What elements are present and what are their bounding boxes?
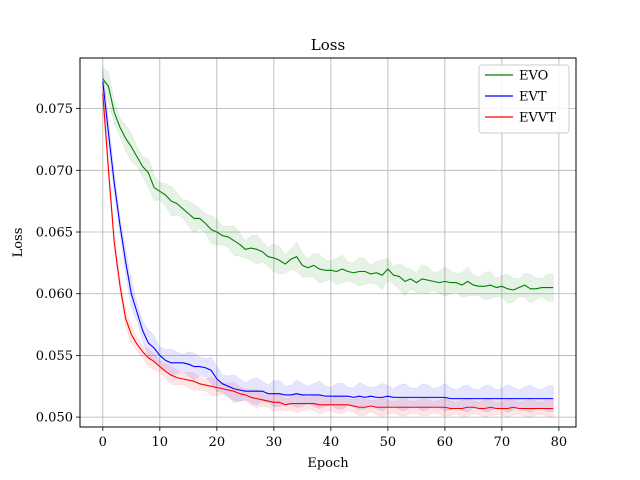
legend-label-evvt: EVVT bbox=[519, 111, 556, 126]
x-tick-label: 60 bbox=[437, 435, 454, 450]
legend: EVO EVT EVVT bbox=[478, 64, 570, 134]
legend-label-evt: EVT bbox=[519, 90, 547, 105]
x-tick-label: 70 bbox=[494, 435, 511, 450]
y-tick-label: 0.055 bbox=[36, 349, 73, 364]
x-tick-label: 10 bbox=[152, 435, 169, 450]
series-line-evo bbox=[102, 78, 554, 291]
x-tick-label: 0 bbox=[99, 435, 107, 450]
y-tick-label: 0.050 bbox=[36, 411, 73, 426]
x-tick-label: 50 bbox=[380, 435, 397, 450]
plot-frame bbox=[79, 57, 577, 428]
y-tick-label: 0.065 bbox=[36, 226, 73, 241]
grid bbox=[80, 58, 576, 427]
series-lines bbox=[102, 78, 554, 410]
axis-ticks: 0 10 20 30 40 50 60 70 80 0.050 0.055 0.060 0.065 0.0… bbox=[36, 102, 567, 450]
series-band-evvt bbox=[102, 86, 554, 418]
x-tick-label: 30 bbox=[266, 435, 283, 450]
series-band-evo bbox=[102, 66, 554, 304]
series-line-evvt bbox=[102, 93, 554, 410]
legend-label-evo: EVO bbox=[519, 69, 548, 84]
y-tick-label: 0.070 bbox=[36, 164, 73, 179]
x-tick-label: 20 bbox=[209, 435, 226, 450]
series-band-evt bbox=[102, 70, 554, 413]
series-line-evt bbox=[102, 81, 554, 400]
y-axis-label: Loss bbox=[11, 228, 26, 258]
y-tick-label: 0.060 bbox=[36, 287, 73, 302]
x-tick-label: 80 bbox=[551, 435, 568, 450]
legend-box bbox=[478, 64, 570, 134]
x-tick-label: 40 bbox=[323, 435, 340, 450]
x-axis-label: Epoch bbox=[307, 456, 349, 471]
chart-title: Loss bbox=[311, 36, 345, 54]
confidence-bands bbox=[102, 66, 554, 418]
y-tick-label: 0.075 bbox=[36, 102, 73, 117]
